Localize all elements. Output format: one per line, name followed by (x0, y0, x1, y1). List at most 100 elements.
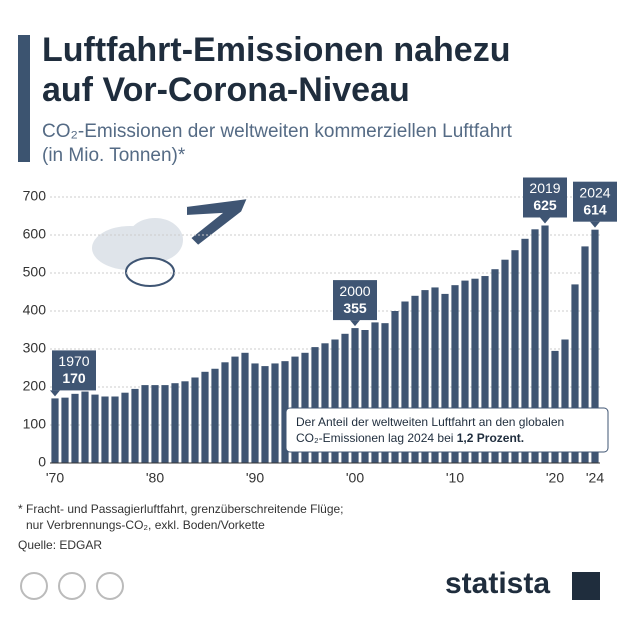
bar (531, 229, 539, 463)
callout-pointer (50, 390, 60, 397)
bar (561, 339, 569, 463)
info-box (285, 407, 609, 453)
subtitle: (in Mio. Tonnen)* (42, 145, 186, 166)
title: Luftfahrt-Emissionen nahezu (42, 31, 510, 69)
bar (261, 366, 269, 463)
y-tick-label: 100 (23, 416, 47, 432)
bar (581, 246, 589, 463)
bar (511, 250, 519, 463)
y-tick-label: 500 (23, 264, 47, 280)
bar (371, 322, 379, 463)
title: auf Vor-Corona-Niveau (42, 71, 410, 109)
bar (241, 352, 249, 463)
bar (501, 259, 509, 463)
y-tick-label: 200 (23, 378, 47, 394)
callout-box (573, 181, 617, 222)
bar (51, 398, 59, 463)
bar (271, 363, 279, 463)
bar (321, 343, 329, 463)
y-tick-label: 400 (23, 302, 47, 318)
footnote: * Fracht- und Passagierluftfahrt, grenzü… (18, 502, 344, 516)
x-tick-label: '90 (246, 470, 264, 486)
bar (541, 225, 549, 463)
callout-year: 2000 (339, 283, 370, 299)
bar (391, 311, 399, 463)
y-tick-label: 300 (23, 340, 47, 356)
bar (491, 269, 499, 463)
bar (251, 363, 259, 463)
bar (141, 385, 149, 463)
bar (151, 385, 159, 463)
source: Quelle: EDGAR (18, 538, 102, 552)
bar (181, 381, 189, 463)
bar (551, 350, 559, 463)
bar (361, 330, 369, 463)
bar (411, 295, 419, 463)
y-tick-label: 600 (23, 226, 47, 242)
x-tick-label: '70 (46, 470, 64, 486)
callout-year: 2024 (579, 184, 610, 200)
data-label: 355 (343, 300, 367, 316)
x-tick-label: '24 (586, 470, 604, 486)
x-tick-label: '80 (146, 470, 164, 486)
bar (231, 356, 239, 463)
bar (481, 276, 489, 463)
x-tick-label: '10 (446, 470, 464, 486)
bar (431, 287, 439, 463)
callout-pointer (590, 221, 600, 228)
bar (61, 397, 69, 463)
bar (331, 339, 339, 463)
bar (311, 347, 319, 463)
data-label: 625 (533, 197, 557, 213)
title-accent (18, 35, 30, 162)
y-tick-label: 700 (23, 188, 47, 204)
callout-box (523, 177, 567, 218)
bar (591, 229, 599, 463)
bar (91, 394, 99, 463)
bar (161, 385, 169, 463)
brand-logo (572, 572, 600, 600)
callout-pointer (350, 320, 360, 327)
bar (111, 396, 119, 463)
bar (471, 278, 479, 463)
x-tick-label: '00 (346, 470, 364, 486)
bar (121, 392, 129, 463)
data-label: 614 (583, 201, 607, 217)
bar (201, 371, 209, 463)
callout-year: 1970 (58, 353, 89, 369)
bar (521, 238, 529, 463)
info-text: Der Anteil der weltweiten Luftfahrt an d… (296, 415, 564, 429)
callout-year: 2019 (529, 180, 560, 196)
info-text: CO₂-Emissionen lag 2024 bei 1,2 Prozent. (296, 431, 524, 445)
subtitle: CO₂-Emissionen der weltweiten kommerziel… (42, 121, 513, 142)
bar (341, 333, 349, 463)
bar (131, 388, 139, 463)
bar (101, 396, 109, 463)
bar (441, 293, 449, 463)
bar (461, 280, 469, 463)
bar (381, 323, 389, 463)
bar (421, 290, 429, 463)
bar (401, 301, 409, 463)
bar (71, 393, 79, 463)
brand: statista (445, 567, 550, 600)
bar (351, 328, 359, 463)
y-tick-label: 0 (38, 454, 46, 470)
bar (211, 368, 219, 463)
footnote: nur Verbrennungs-CO₂, exkl. Boden/Vorket… (26, 518, 265, 532)
info-bold: 1,2 Prozent. (457, 431, 524, 445)
bar (281, 361, 289, 463)
bar (451, 285, 459, 463)
info-text: CO₂-Emissionen lag 2024 bei (296, 431, 457, 445)
x-tick-label: '20 (546, 470, 564, 486)
callout-box (333, 280, 377, 321)
illustration (92, 196, 250, 287)
bar (571, 284, 579, 463)
bar (81, 391, 89, 463)
data-label: 170 (62, 370, 86, 386)
bar (191, 377, 199, 463)
bar (221, 362, 229, 463)
callout-pointer (540, 217, 550, 224)
license-icons (20, 572, 124, 600)
